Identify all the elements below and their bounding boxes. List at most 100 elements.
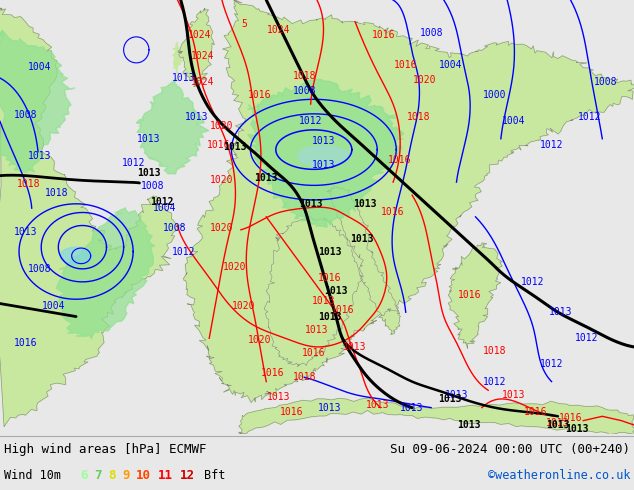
Polygon shape	[136, 78, 209, 174]
Text: 1013: 1013	[172, 73, 196, 83]
Text: Bft: Bft	[204, 469, 225, 483]
Text: 1012: 1012	[574, 333, 598, 343]
Polygon shape	[248, 79, 404, 227]
Text: 1004: 1004	[42, 301, 66, 311]
Text: 11: 11	[158, 469, 173, 483]
Text: 1016: 1016	[280, 407, 304, 417]
Text: 7: 7	[94, 469, 101, 483]
Text: 1016: 1016	[330, 305, 354, 315]
Text: 1013: 1013	[444, 390, 469, 400]
Text: 1016: 1016	[559, 414, 583, 423]
Text: 1013: 1013	[365, 400, 389, 411]
Text: 1016: 1016	[387, 155, 411, 166]
Text: 1020: 1020	[210, 121, 234, 131]
Text: 1018: 1018	[482, 346, 507, 356]
Text: 1016: 1016	[13, 338, 37, 347]
Text: 1016: 1016	[372, 30, 396, 40]
Text: 1013: 1013	[254, 173, 278, 183]
Text: 1013: 1013	[223, 143, 247, 152]
Text: 1012: 1012	[540, 359, 564, 369]
Text: 1018: 1018	[406, 112, 430, 122]
Text: 1013: 1013	[299, 199, 323, 209]
Text: 1004: 1004	[27, 62, 51, 72]
Text: 9: 9	[122, 469, 129, 483]
Text: 1013: 1013	[311, 136, 335, 146]
Text: High wind areas [hPa] ECMWF: High wind areas [hPa] ECMWF	[4, 443, 207, 456]
Text: 1013: 1013	[457, 420, 481, 430]
Text: 1012: 1012	[521, 277, 545, 287]
Polygon shape	[448, 243, 502, 348]
Text: 1013: 1013	[565, 424, 589, 434]
Text: 12: 12	[180, 469, 195, 483]
Text: 1013: 1013	[343, 342, 367, 352]
Text: 5: 5	[241, 19, 247, 29]
Text: 1013: 1013	[318, 403, 342, 413]
Text: 1013: 1013	[353, 199, 377, 209]
Text: 1020: 1020	[210, 175, 234, 185]
Text: 1013: 1013	[349, 234, 373, 244]
Text: 6: 6	[80, 469, 87, 483]
Polygon shape	[0, 30, 75, 173]
Text: 1013: 1013	[137, 169, 161, 178]
Text: 1012: 1012	[172, 246, 196, 257]
Text: 1008: 1008	[13, 110, 37, 120]
Text: 1013: 1013	[137, 134, 161, 144]
Text: 1013: 1013	[184, 112, 209, 122]
Polygon shape	[60, 247, 92, 265]
Polygon shape	[327, 186, 401, 334]
Text: 1013: 1013	[501, 390, 526, 400]
Text: 1016: 1016	[394, 60, 418, 70]
Text: 1004: 1004	[501, 117, 526, 126]
Polygon shape	[264, 217, 363, 367]
Text: 1013: 1013	[546, 418, 570, 428]
Polygon shape	[178, 8, 214, 87]
Text: 1024: 1024	[191, 77, 215, 87]
Text: 1013: 1013	[13, 227, 37, 237]
Text: 1016: 1016	[457, 290, 481, 300]
Text: 1008: 1008	[27, 264, 51, 274]
Polygon shape	[183, 0, 634, 403]
Text: 1020: 1020	[248, 336, 272, 345]
Text: 1024: 1024	[267, 25, 291, 35]
Text: 1016: 1016	[207, 140, 231, 150]
Polygon shape	[172, 42, 183, 74]
Text: 1020: 1020	[232, 301, 256, 311]
Text: 1012: 1012	[299, 117, 323, 126]
Text: 1013: 1013	[305, 324, 329, 335]
Text: 1020: 1020	[223, 262, 247, 271]
Text: 1024: 1024	[191, 51, 215, 61]
Text: 1013: 1013	[549, 307, 573, 317]
Text: 1000: 1000	[482, 90, 507, 100]
Text: 1020: 1020	[210, 222, 234, 233]
Text: 1016: 1016	[248, 90, 272, 100]
Text: 1012: 1012	[482, 377, 507, 387]
Text: 1024: 1024	[188, 30, 212, 40]
Text: 1013: 1013	[324, 286, 348, 295]
Text: 1008: 1008	[162, 222, 186, 233]
Polygon shape	[298, 146, 349, 167]
Text: 1018: 1018	[45, 188, 69, 198]
Polygon shape	[0, 8, 183, 427]
Text: 1016: 1016	[261, 368, 285, 378]
Text: 1008: 1008	[140, 181, 164, 192]
Text: 1013: 1013	[311, 296, 335, 306]
Polygon shape	[56, 208, 155, 339]
Text: 1013: 1013	[318, 312, 342, 321]
Text: 1008: 1008	[292, 86, 316, 96]
Text: 1018: 1018	[292, 372, 316, 382]
Text: 1012: 1012	[150, 196, 174, 207]
Text: 1016: 1016	[318, 272, 342, 283]
Text: 1012: 1012	[121, 158, 145, 168]
Text: 10: 10	[136, 469, 151, 483]
Text: 8: 8	[108, 469, 115, 483]
Text: Wind 10m: Wind 10m	[4, 469, 61, 483]
Text: 1012: 1012	[578, 112, 602, 122]
Text: 1020: 1020	[413, 75, 437, 85]
Text: ©weatheronline.co.uk: ©weatheronline.co.uk	[488, 469, 630, 483]
Text: 1013: 1013	[311, 160, 335, 170]
Polygon shape	[238, 398, 634, 435]
Text: 1018: 1018	[16, 179, 41, 189]
Text: 1012: 1012	[540, 140, 564, 150]
Text: 1013: 1013	[546, 420, 570, 430]
Text: 1013: 1013	[400, 403, 424, 413]
